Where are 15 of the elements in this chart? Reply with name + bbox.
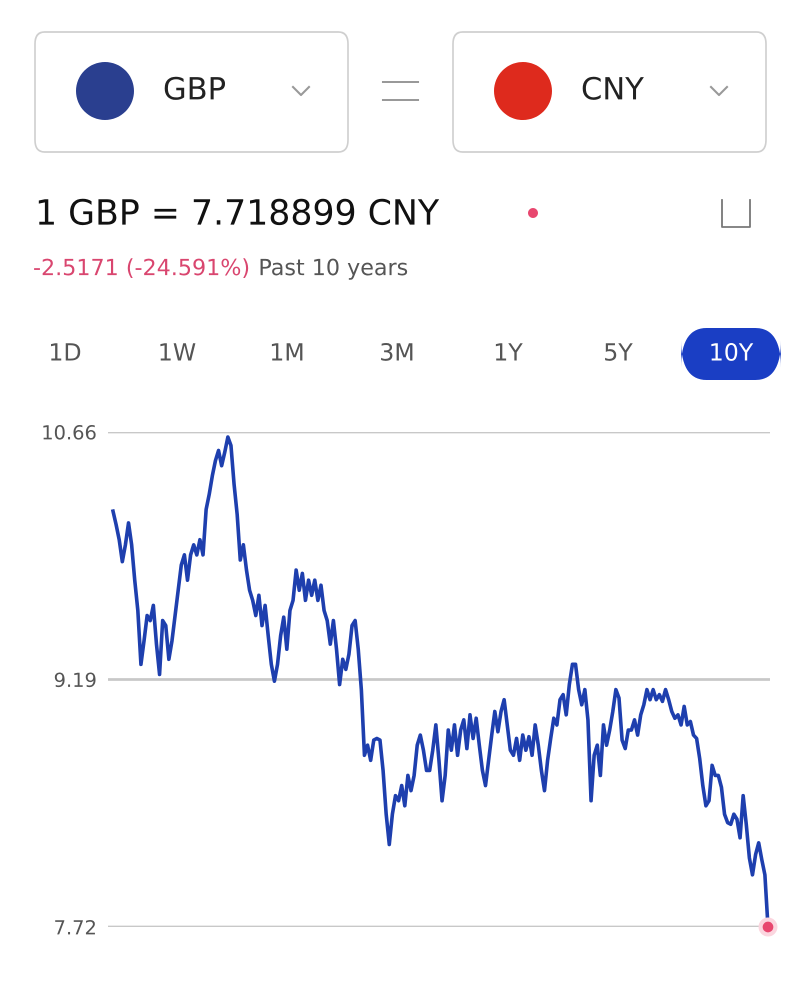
text: 3M: [381, 342, 412, 361]
chart-subtitle: -2.5171 (-24.591%): [34, 258, 248, 278]
y-tick-label: 9.19: [54, 672, 96, 688]
y-tick-label: 7.72: [55, 920, 95, 934]
text: 1W: [160, 343, 196, 361]
text: CNY: [582, 76, 644, 100]
chart-title: 1 GBP = 7.718899 CNY: [38, 198, 440, 226]
text: 10Y: [711, 342, 754, 361]
text: 1D: [50, 343, 80, 361]
text: GBP: [164, 76, 226, 100]
text: 1Y: [496, 343, 523, 361]
y-tick-label: 10.66: [43, 424, 96, 440]
text: 5Y: [605, 343, 633, 361]
text: 1M: [272, 343, 302, 361]
text: Past 10 years: [260, 258, 408, 280]
